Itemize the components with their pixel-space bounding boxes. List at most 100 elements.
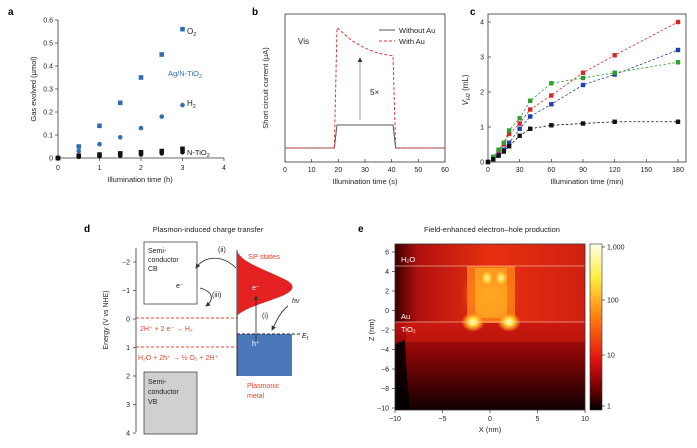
d-semi-vb-line3: VB <box>148 399 158 406</box>
c-point-blue <box>528 114 533 119</box>
a-y-tick-label: 0.4 <box>43 64 53 71</box>
c-y-tick-label: 2 <box>480 90 484 97</box>
a-annotation-ag-ntio2: Ag/N-TiO2 <box>168 69 202 80</box>
a-point-0 <box>159 52 165 57</box>
d-reaction-h2: 2H⁺ + 2 e⁻ → H₂ <box>140 326 193 333</box>
panel-letter-d: d <box>84 224 90 235</box>
e-label-au: Au <box>401 312 410 321</box>
e-x-ticks: −10 −5 0 5 10 <box>389 410 589 423</box>
c-point-green <box>612 70 617 75</box>
e-x-tick-label: −5 <box>439 416 447 423</box>
a-x-label: Illumination time (h) <box>107 175 173 184</box>
d-plasmonic-line1: Plasmonic <box>247 383 280 390</box>
d-semi-cb-line3: CB <box>148 266 158 273</box>
c-point-black <box>580 121 586 126</box>
d-semi-cb-line2: conductor <box>148 257 179 264</box>
e-y-tick-label: −10 <box>377 406 389 413</box>
b-series-line-1 <box>285 26 445 149</box>
b-x-tick-label: 10 <box>308 167 316 174</box>
c-point-blue <box>549 102 554 107</box>
d-sp-states-label: SP states <box>248 252 280 261</box>
c-x-tick-label: 150 <box>640 167 652 174</box>
c-point-blue <box>506 140 512 145</box>
b-annotation-fold: 5× <box>370 88 379 97</box>
a-annotation-h2: H2 <box>187 99 196 110</box>
a-point-3 <box>159 151 165 156</box>
a-point-1 <box>97 141 102 147</box>
a-y-tick-label: 0.6 <box>43 18 53 25</box>
e-y-tick-label: 4 <box>385 269 389 276</box>
b-legend-with-au: With Au <box>399 37 425 46</box>
panel-d: d Plasmon-induced charge transfer −2 −1 0 1… <box>84 224 309 438</box>
a-point-3 <box>55 155 61 161</box>
panel-e: e Field-enhanced electron–hole productio… <box>358 224 625 434</box>
c-point-black <box>528 126 533 131</box>
c-y-tick-label: 3 <box>480 55 484 62</box>
panel-a: a 0 1 2 3 4 0 0.1 0.2 0.3 0.4 0.5 0.6 Illumination… <box>8 7 226 184</box>
b-series-line-0 <box>285 124 445 149</box>
c-y-tick-label: 4 <box>480 20 484 27</box>
a-y-label: Gas evolved (µmol) <box>29 56 38 122</box>
c-point-green <box>491 154 496 159</box>
c-point-blue <box>517 126 522 131</box>
c-point-blue <box>580 82 586 88</box>
b-annotation-vis: Vis <box>298 37 309 46</box>
b-x-tick-label: 30 <box>361 167 369 174</box>
c-x-tick-label: 30 <box>516 167 524 174</box>
e-hotspot-top-right <box>493 268 509 288</box>
c-point-black <box>517 133 522 138</box>
d-y-label: Energy (V vs NHE) <box>103 290 110 349</box>
panel-letter-b: b <box>252 7 258 18</box>
c-point-black <box>675 119 681 124</box>
a-point-1 <box>76 148 82 154</box>
a-point-3 <box>97 153 102 159</box>
b-legend: Without Au With Au <box>379 26 435 46</box>
e-map-dark-corner <box>395 340 410 410</box>
c-point-black <box>491 157 496 162</box>
d-y-tick-label: 0 <box>126 317 130 324</box>
d-hole: h⁺ <box>252 341 260 348</box>
e-x-tick-label: 0 <box>488 416 492 423</box>
d-electron-cb: e⁻ <box>176 283 184 290</box>
b-x-tick-label: 50 <box>414 167 422 174</box>
e-hotspot-top-left <box>479 268 495 288</box>
d-y-tick-label: 4 <box>126 431 130 438</box>
a-y-tick-label: 0.5 <box>43 41 53 48</box>
c-point-green <box>549 81 554 86</box>
e-y-tick-label: 0 <box>385 308 389 315</box>
d-semiconductor-vb-box <box>143 371 198 435</box>
e-label-h2o: H₂O <box>401 255 415 264</box>
c-x-tick-label: 0 <box>486 167 490 174</box>
a-point-1 <box>117 135 123 140</box>
c-x-tick-label: 180 <box>672 167 684 174</box>
e-colorbar-tick-label: 100 <box>607 298 619 305</box>
e-y-ticks: 6 4 2 0 −2 −4 −6 −8 −10 <box>377 250 395 413</box>
b-x-tick-label: 40 <box>388 167 396 174</box>
d-semi-cb-line1: Semi- <box>148 248 167 255</box>
c-point-green <box>496 147 501 152</box>
panel-letter-e: e <box>358 224 364 235</box>
e-label-tio2: TiO₂ <box>401 325 416 334</box>
d-title: Plasmon-induced charge transfer <box>153 225 264 234</box>
c-point-blue <box>675 47 681 53</box>
c-point-red <box>528 107 533 112</box>
c-point-black <box>496 153 501 158</box>
a-x-tick-label: 1 <box>98 165 102 172</box>
c-point-red <box>580 70 586 75</box>
a-point-1 <box>138 125 144 131</box>
c-x-tick-label: 60 <box>547 167 555 174</box>
c-point-green <box>517 116 522 121</box>
d-y-tick-label: 2 <box>126 374 130 381</box>
c-point-red <box>517 121 522 126</box>
d-sp-states-lobe <box>237 250 293 316</box>
c-point-green <box>580 75 586 81</box>
e-map-interface-glow <box>406 322 585 342</box>
b-legend-without-au: Without Au <box>399 26 435 35</box>
c-point-red <box>506 131 512 137</box>
d-y-tick-label: −1 <box>122 288 130 295</box>
e-title: Field-enhanced electron–hole production <box>424 225 560 234</box>
c-series-line-black <box>487 121 678 163</box>
e-y-tick-label: 6 <box>385 250 389 257</box>
c-point-green <box>675 60 681 65</box>
